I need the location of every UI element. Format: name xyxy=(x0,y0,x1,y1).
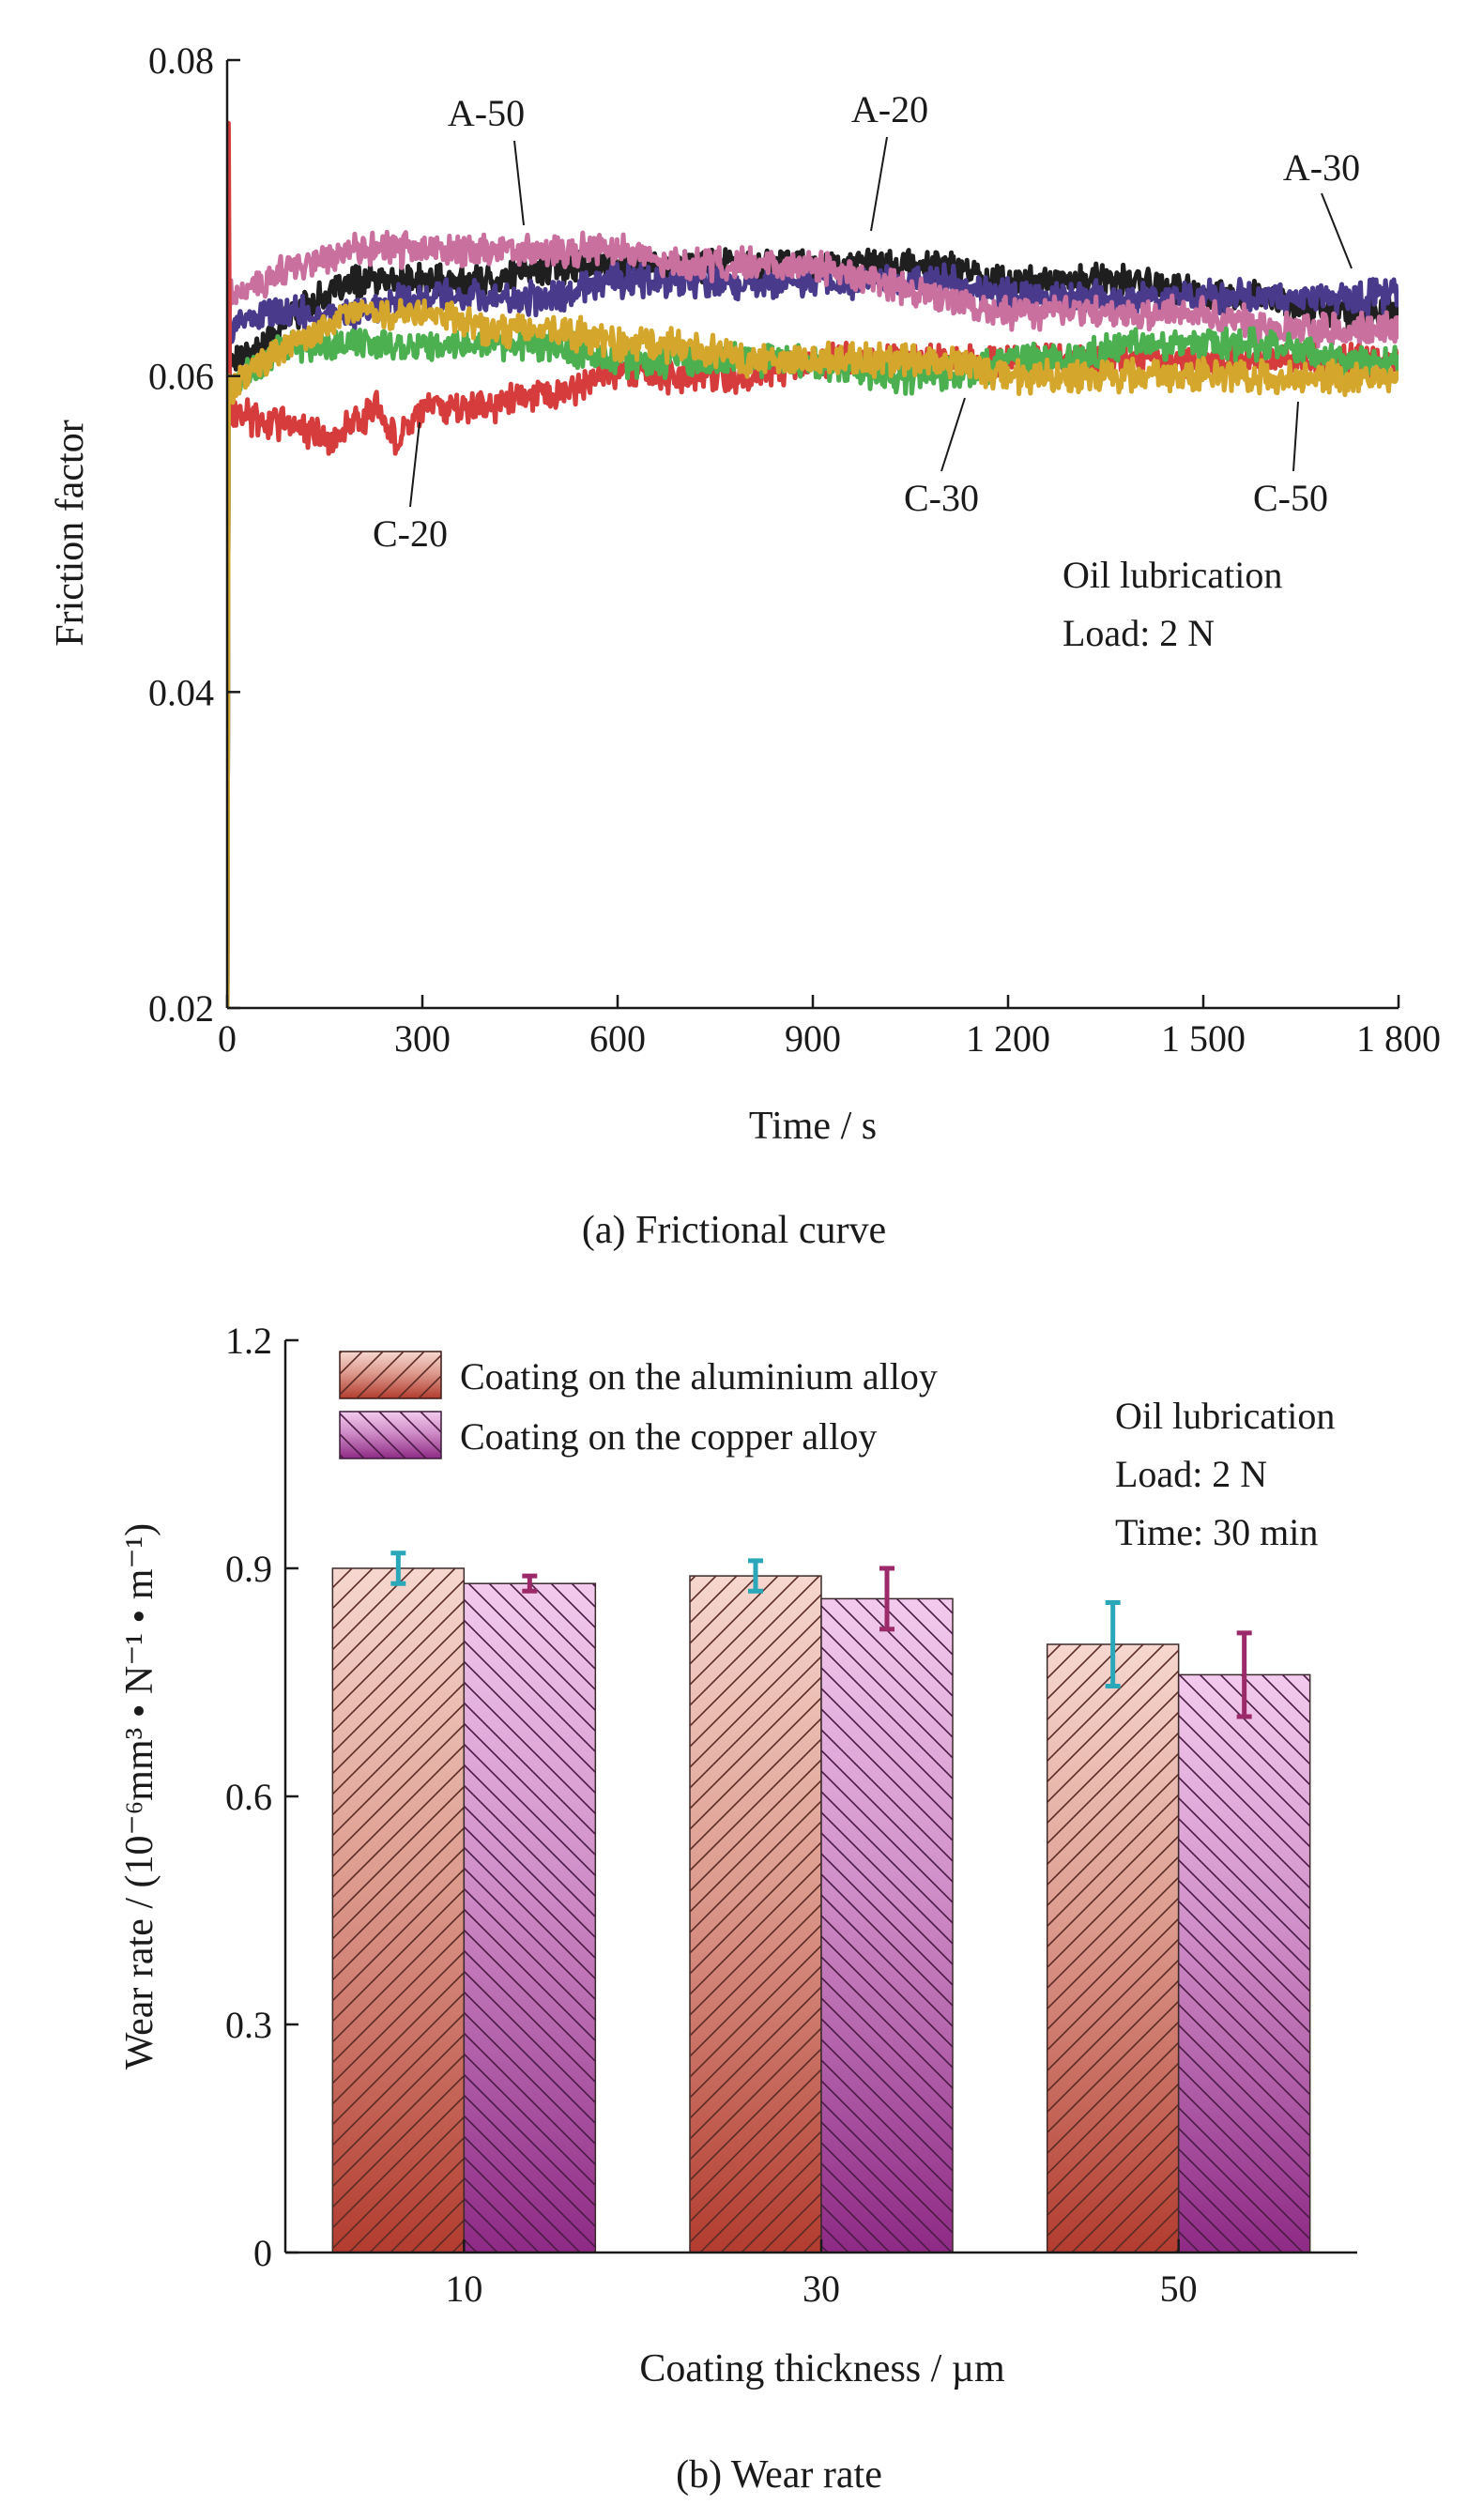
bar-hatch xyxy=(1047,1644,1179,2253)
x-axis-label: Coating thickness / µm xyxy=(639,2347,1005,2390)
legend-label: Coating on the copper alloy xyxy=(460,1415,877,1458)
leader-A-50 xyxy=(513,140,525,226)
x-tick-label: 1 200 xyxy=(966,1017,1050,1060)
legend-hatch xyxy=(340,1412,441,1459)
leader-A-30 xyxy=(1321,192,1353,269)
label-C-30: C-30 xyxy=(904,477,979,519)
leader-C-50 xyxy=(1292,401,1299,472)
x-axis-label: Time / s xyxy=(749,1105,877,1148)
x-tick-label: 1 800 xyxy=(1356,1017,1441,1060)
x-tick-label: 900 xyxy=(785,1017,841,1060)
y-tick-label: 1.2 xyxy=(225,1320,272,1362)
note-load: Load: 2 N xyxy=(1115,1453,1267,1495)
bar-hatch xyxy=(464,1583,596,2253)
x-tick-label: 0 xyxy=(218,1017,237,1060)
axis-ticks: 0 0.3 0.6 0.9 1.2 10 30 50 xyxy=(225,1320,1198,2310)
y-tick-label: 0.04 xyxy=(148,671,214,713)
note-load: Load: 2 N xyxy=(1063,612,1215,654)
x-tick-label: 600 xyxy=(589,1017,646,1060)
chart-b: 0 0.3 0.6 0.9 1.2 10 30 50 Coating thickness / … xyxy=(118,1320,1357,2497)
y-tick-label: 0.08 xyxy=(148,39,214,82)
label-C-20: C-20 xyxy=(373,512,448,555)
chart-a-notes: Oil lubrication Load: 2 N xyxy=(1063,554,1282,654)
leader-C-30 xyxy=(940,397,966,472)
y-axis-label: Wear rate / (10⁻⁶mm³ • N⁻¹ • m⁻¹) xyxy=(118,1523,161,2069)
legend-item-copper: Coating on the copper alloy xyxy=(339,1411,877,1459)
y-tick-label: 0 xyxy=(253,2232,272,2274)
legend-hatch xyxy=(340,1352,441,1398)
label-A-50: A-50 xyxy=(448,92,525,134)
legend: Coating on the aluminium alloy Coating o… xyxy=(339,1351,938,1459)
y-tick-label: 0.9 xyxy=(225,1548,272,1590)
y-tick-label: 0.6 xyxy=(225,1776,272,1818)
series-labels: A-50 A-20 A-30 C-20 C-30 C-50 xyxy=(373,88,1360,555)
note-lubrication: Oil lubrication xyxy=(1115,1395,1335,1437)
note-lubrication: Oil lubrication xyxy=(1063,554,1282,596)
series-line-C-50 xyxy=(227,298,1399,1008)
series-layer xyxy=(227,120,1399,1008)
y-tick-label: 0.06 xyxy=(148,356,214,398)
bar-layer xyxy=(331,1550,1311,2253)
x-tick-label: 300 xyxy=(394,1017,451,1060)
legend-item-aluminium: Coating on the aluminium alloy xyxy=(339,1351,938,1399)
caption-b: (b) Wear rate xyxy=(676,2453,882,2497)
legend-label: Coating on the aluminium alloy xyxy=(460,1355,938,1397)
bar-hatch xyxy=(332,1568,465,2253)
caption-a: (a) Frictional curve xyxy=(582,1209,886,1252)
x-tick-label: 50 xyxy=(1160,2268,1198,2310)
label-A-20: A-20 xyxy=(851,88,928,130)
y-axis-label: Friction factor xyxy=(49,420,92,646)
axis-ticks: 0 300 600 900 1 200 1 500 1 800 0.02 0.04 0.06 0.0… xyxy=(148,39,1441,1060)
x-tick-label: 30 xyxy=(803,2268,840,2310)
y-tick-label: 0.02 xyxy=(148,987,214,1030)
chart-b-notes: Oil lubrication Load: 2 N Time: 30 min xyxy=(1115,1395,1335,1553)
leader-C-20 xyxy=(409,421,420,508)
series-line-A-50 xyxy=(227,229,1399,1008)
bar-hatch xyxy=(1178,1674,1310,2253)
label-C-50: C-50 xyxy=(1253,477,1328,519)
bar-hatch xyxy=(821,1598,953,2253)
y-tick-label: 0.3 xyxy=(225,2004,272,2046)
note-time: Time: 30 min xyxy=(1115,1511,1318,1553)
leader-A-20 xyxy=(870,136,888,232)
x-tick-label: 1 500 xyxy=(1161,1017,1246,1060)
chart-a: 0 300 600 900 1 200 1 500 1 800 0.02 0.04 0.06 0.0… xyxy=(49,39,1441,1252)
x-tick-label: 10 xyxy=(445,2268,482,2310)
label-A-30: A-30 xyxy=(1283,146,1360,189)
bar-hatch xyxy=(690,1576,821,2253)
